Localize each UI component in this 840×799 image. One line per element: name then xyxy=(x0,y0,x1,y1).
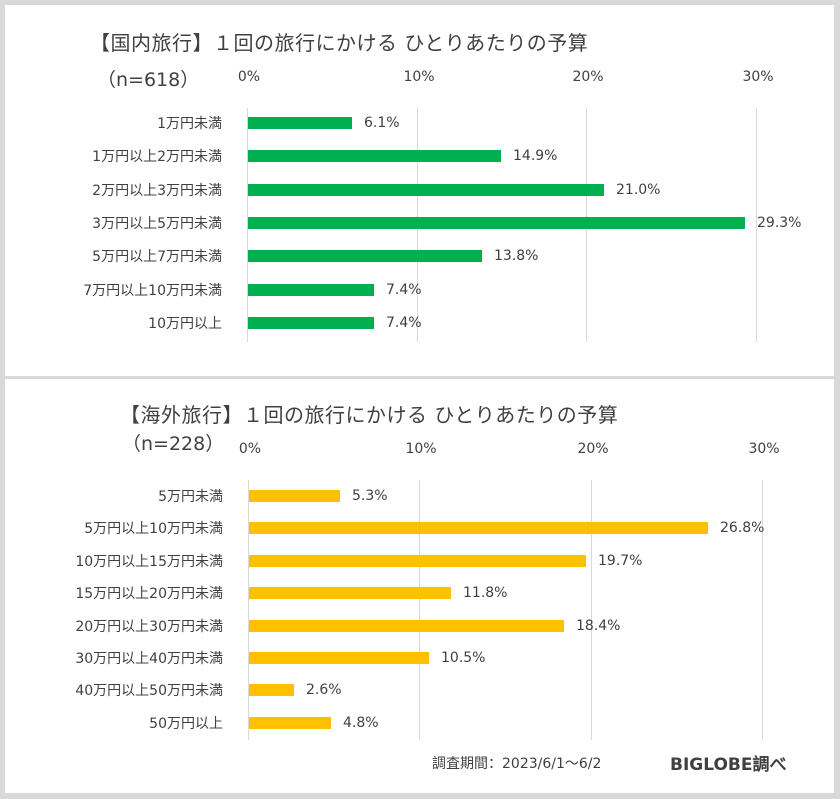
survey-period: 調査期間：2023/6/1～6/2 xyxy=(432,756,602,772)
data-label: 2.6% xyxy=(306,682,342,699)
category-label: 50万円以上 xyxy=(149,715,223,732)
overseas-chart-panel: 【海外旅行】１回の旅行にかける ひとりあたりの予算 （n=228） 0% 10% 2… xyxy=(5,379,834,793)
y-axis-line xyxy=(247,108,248,342)
category-label: 3万円以上5万円未満 xyxy=(92,215,222,232)
bar xyxy=(249,490,340,502)
x-tick-label: 30% xyxy=(748,441,780,457)
bar xyxy=(248,317,374,329)
category-label: 1万円未満 xyxy=(157,116,222,132)
gridline xyxy=(419,480,420,740)
gridline xyxy=(756,108,757,342)
bar xyxy=(248,117,352,129)
bar xyxy=(248,217,745,229)
category-label: 7万円以上10万円未満 xyxy=(83,282,222,299)
category-label: 30万円以上40万円未満 xyxy=(75,651,223,667)
bar xyxy=(248,250,482,262)
data-label: 11.8% xyxy=(463,585,508,602)
bar xyxy=(249,522,708,534)
source-credit: BIGLOBE調べ xyxy=(670,755,787,775)
bar xyxy=(249,587,451,599)
x-tick-label: 0% xyxy=(237,69,261,85)
data-label: 19.7% xyxy=(598,552,643,569)
bar xyxy=(248,150,501,162)
x-tick-label: 0% xyxy=(238,441,262,457)
data-label: 10.5% xyxy=(441,650,486,666)
data-label: 29.3% xyxy=(757,214,802,231)
data-label: 7.4% xyxy=(386,314,422,331)
bar xyxy=(248,284,374,296)
category-label: 5万円以上7万円未満 xyxy=(92,249,222,266)
category-label: 1万円以上2万円未満 xyxy=(92,149,222,166)
gridline xyxy=(591,480,592,740)
x-tick-label: 20% xyxy=(577,441,609,457)
category-label: 40万円以上50万円未満 xyxy=(75,683,223,700)
bar xyxy=(249,620,564,632)
data-label: 4.8% xyxy=(343,714,379,731)
x-tick-label: 20% xyxy=(572,69,604,85)
sample-size: （n=228） xyxy=(122,433,225,455)
data-label: 13.8% xyxy=(494,248,539,265)
data-label: 21.0% xyxy=(616,181,661,198)
chart-title: 【国内旅行】１回の旅行にかける ひとりあたりの予算 xyxy=(90,31,589,55)
category-label: 2万円以上3万円未満 xyxy=(92,182,222,199)
x-tick-label: 30% xyxy=(742,69,774,85)
category-label: 10万円以上 xyxy=(148,315,222,332)
data-label: 6.1% xyxy=(364,115,400,131)
category-label: 5万円未満 xyxy=(158,489,223,505)
data-label: 14.9% xyxy=(513,148,558,165)
data-label: 18.4% xyxy=(576,617,621,634)
gridline xyxy=(762,480,763,740)
data-label: 5.3% xyxy=(352,488,388,504)
data-label: 7.4% xyxy=(386,281,422,298)
category-label: 5万円以上10万円未満 xyxy=(84,521,223,538)
bar xyxy=(249,717,331,729)
sample-size: （n=618） xyxy=(97,69,200,91)
data-label: 26.8% xyxy=(720,520,765,537)
category-label: 20万円以上30万円未満 xyxy=(75,618,223,635)
x-tick-label: 10% xyxy=(405,441,437,457)
category-label: 10万円以上15万円未満 xyxy=(75,553,223,570)
bar xyxy=(249,652,429,664)
category-label: 15万円以上20万円未満 xyxy=(75,586,223,603)
bar xyxy=(249,684,294,696)
chart-title: 【海外旅行】１回の旅行にかける ひとりあたりの予算 xyxy=(120,403,619,427)
domestic-chart-panel: 【国内旅行】１回の旅行にかける ひとりあたりの予算 （n=618） 0% 10% 2… xyxy=(5,5,834,376)
bar xyxy=(249,555,586,567)
y-axis-line xyxy=(248,480,249,740)
bar xyxy=(248,184,604,196)
x-tick-label: 10% xyxy=(403,69,435,85)
